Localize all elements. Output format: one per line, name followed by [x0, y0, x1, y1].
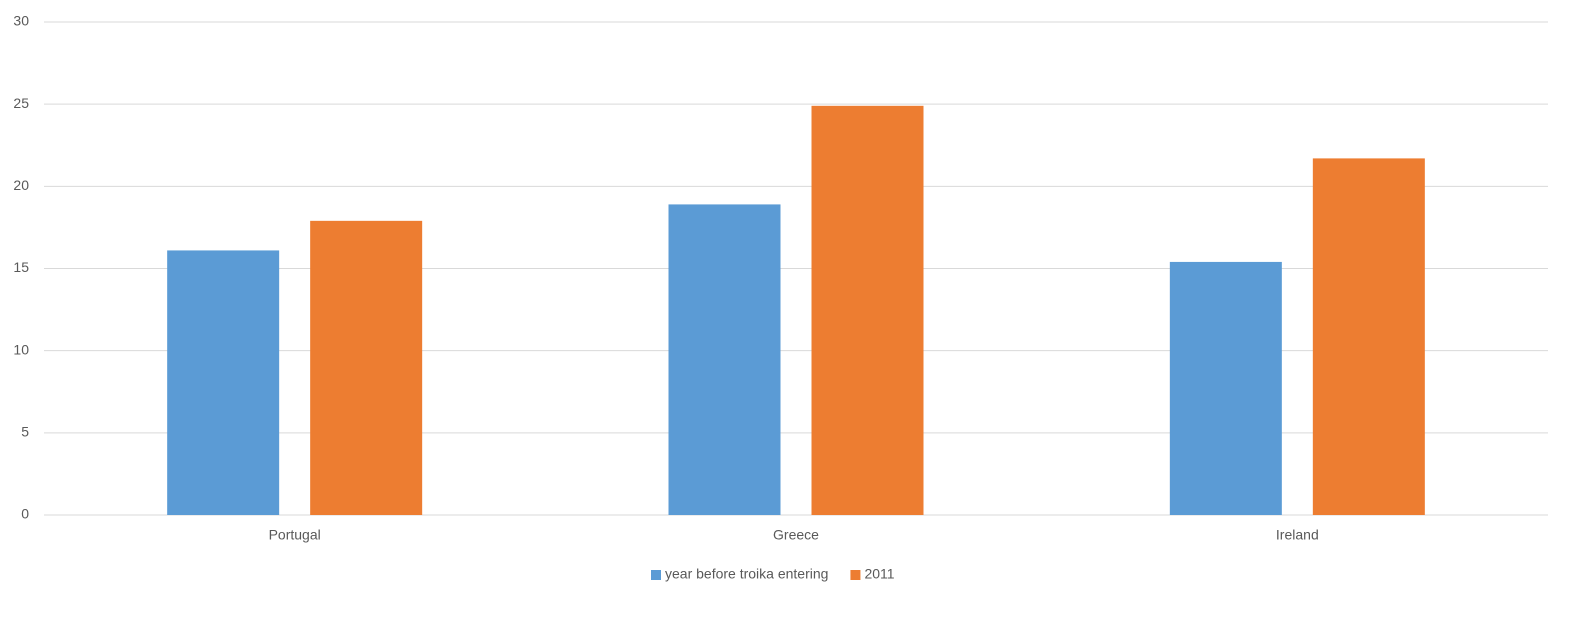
y-tick-label: 0	[21, 506, 29, 522]
y-tick-label: 10	[13, 341, 29, 357]
bar	[310, 220, 423, 516]
legend-label: year before troika entering	[665, 566, 828, 582]
y-tick-label: 20	[13, 177, 29, 193]
y-tick-label: 15	[13, 259, 29, 275]
x-tick-label: Portugal	[269, 527, 321, 543]
bar	[1169, 261, 1282, 515]
bar	[167, 250, 280, 515]
x-tick-label: Ireland	[1276, 527, 1319, 543]
x-tick-label: Greece	[773, 527, 819, 543]
legend-swatch	[651, 570, 661, 580]
legend-label: 2011	[864, 566, 894, 582]
bar	[1312, 158, 1425, 515]
y-tick-label: 25	[13, 95, 29, 111]
y-tick-label: 30	[13, 13, 29, 29]
bar	[668, 204, 781, 515]
bar	[811, 105, 924, 515]
y-tick-label: 5	[21, 424, 29, 440]
legend-swatch	[850, 570, 861, 580]
